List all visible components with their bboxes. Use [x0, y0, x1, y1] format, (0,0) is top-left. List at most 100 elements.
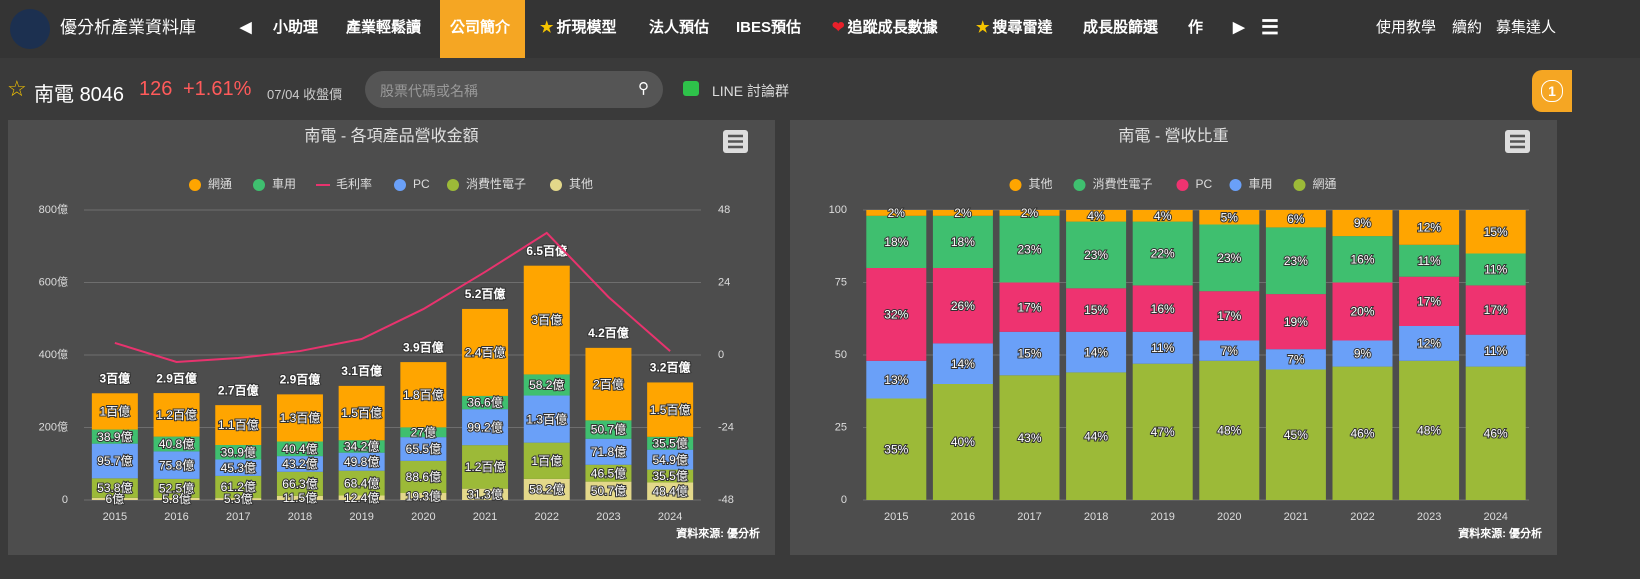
- bar-segment: [462, 395, 509, 410]
- data-label: 14%: [951, 357, 975, 371]
- nav-item[interactable]: 產業輕鬆讀: [346, 19, 422, 36]
- data-label: 11%: [1484, 263, 1507, 277]
- total-label: 6.5百億: [526, 243, 567, 258]
- data-label: 12%: [1417, 221, 1441, 235]
- data-label: 48.4億: [652, 484, 687, 498]
- brand[interactable]: 優分析產業資料庫: [60, 18, 196, 37]
- bar-segment: [999, 210, 1060, 216]
- price: 126: [139, 78, 173, 100]
- y2-tick-label: -48: [718, 494, 734, 506]
- bar-segment: [932, 384, 993, 500]
- nav-item[interactable]: 成長股篩選: [1083, 19, 1159, 36]
- data-label: 1百億: [100, 405, 131, 419]
- data-label: 20%: [1350, 305, 1374, 319]
- legend-marker: [447, 179, 459, 191]
- nav-item[interactable]: ❤ 追蹤成長數據: [832, 0, 938, 58]
- bar-segment: [1465, 285, 1526, 335]
- legend-label[interactable]: 車用: [1249, 177, 1273, 191]
- data-label: 11%: [1151, 341, 1174, 355]
- data-label: 1百億: [531, 454, 562, 468]
- legend-label[interactable]: PC: [413, 177, 430, 191]
- data-label: 11.5億: [283, 491, 317, 505]
- nav-item[interactable]: IBES預估: [736, 19, 802, 36]
- bar-segment: [1399, 360, 1460, 500]
- legend-label[interactable]: 其他: [1029, 177, 1053, 191]
- badge[interactable]: 1: [1532, 70, 1572, 112]
- bar-segment: [91, 393, 138, 430]
- data-label: 68.4億: [344, 476, 379, 490]
- bar-segment: [1265, 369, 1326, 500]
- bar-segment: [338, 440, 385, 453]
- scroll-right[interactable]: ▶: [1233, 19, 1245, 36]
- nav-link[interactable]: 續約: [1452, 19, 1483, 36]
- x-tick-label: 2017: [226, 511, 250, 523]
- bar-segment: [1132, 285, 1193, 332]
- bar-segment: [1465, 253, 1526, 286]
- chart-title: 南電 - 營收比重: [1118, 127, 1228, 145]
- line-group[interactable]: LINE 討論群: [712, 83, 790, 99]
- legend-label[interactable]: PC: [1196, 177, 1213, 191]
- bar-segment: [462, 409, 509, 446]
- nav-item-active[interactable]: 公司簡介: [440, 0, 525, 58]
- nav-item[interactable]: ★ 搜尋雷達: [976, 0, 1052, 58]
- legend-label[interactable]: 消費性電子: [466, 176, 526, 191]
- data-label: 2.4百億: [465, 346, 506, 360]
- nav-item[interactable]: 作: [1188, 19, 1204, 36]
- bar-segment: [1399, 326, 1460, 361]
- bar-segment: [153, 436, 200, 452]
- data-label: 1.8百億: [403, 388, 444, 402]
- bar-segment: [153, 393, 200, 437]
- data-label: 48%: [1417, 424, 1441, 438]
- x-tick-label: 2024: [658, 511, 682, 523]
- nav-item[interactable]: 小助理: [273, 19, 319, 36]
- data-label: 46%: [1484, 426, 1508, 440]
- nav-item[interactable]: ★ 折現模型: [540, 0, 616, 58]
- bar-segment: [1265, 227, 1326, 295]
- y-tick-label: 800億: [39, 203, 68, 216]
- logo[interactable]: [10, 9, 50, 49]
- bar-segment: [647, 469, 694, 483]
- data-label: 3百億: [531, 313, 562, 327]
- data-label: 40%: [951, 435, 975, 449]
- line-icon[interactable]: [683, 81, 699, 96]
- legend-marker: [394, 179, 406, 191]
- legend-label[interactable]: 網通: [1313, 176, 1337, 191]
- bar-segment: [1132, 331, 1193, 364]
- stock-bar: ☆ 南電 8046 126 +1.61% 07/04 收盤價 股票代碼或名稱 ⚲…: [0, 58, 1640, 120]
- chart-menu[interactable]: [723, 130, 748, 153]
- search-box[interactable]: 股票代碼或名稱 ⚲: [365, 71, 663, 108]
- x-tick-label: 2017: [1017, 511, 1041, 523]
- search-icon[interactable]: ⚲: [638, 80, 649, 97]
- chart-menu[interactable]: [1505, 130, 1530, 153]
- menu-button[interactable]: ☰: [1261, 17, 1279, 39]
- legend-label[interactable]: 其他: [569, 177, 593, 191]
- bar-segment: [1332, 210, 1393, 237]
- x-tick-label: 2015: [103, 511, 127, 523]
- nav-link[interactable]: 使用教學: [1376, 19, 1437, 36]
- data-label: 1.3百億: [526, 412, 567, 426]
- legend-label[interactable]: 毛利率: [336, 176, 372, 191]
- legend-label[interactable]: 車用: [272, 177, 296, 191]
- nav-link[interactable]: 募集達人: [1496, 19, 1557, 36]
- bar-segment: [276, 456, 323, 472]
- data-label: 88.6億: [406, 470, 441, 484]
- scroll-left[interactable]: ◀: [240, 19, 252, 36]
- bar-segment: [215, 459, 262, 476]
- legend-label[interactable]: 消費性電子: [1093, 176, 1153, 191]
- nav-item[interactable]: 法人預估: [649, 19, 710, 36]
- bar-segment: [1465, 210, 1526, 254]
- data-label: 4%: [1154, 209, 1172, 223]
- bar-segment: [932, 343, 993, 384]
- data-label: 12.4億: [344, 491, 379, 505]
- bar-segment: [1265, 294, 1326, 350]
- x-tick-label: 2016: [951, 511, 975, 523]
- x-tick-label: 2021: [1284, 511, 1308, 523]
- bar-segment: [1066, 221, 1127, 289]
- favorite-star[interactable]: ☆: [7, 76, 27, 101]
- name: 南電: [34, 84, 74, 106]
- legend-label[interactable]: 網通: [208, 176, 232, 191]
- data-label: 9%: [1354, 216, 1372, 230]
- bar-segment: [523, 395, 570, 443]
- data-label: 2%: [1021, 206, 1039, 220]
